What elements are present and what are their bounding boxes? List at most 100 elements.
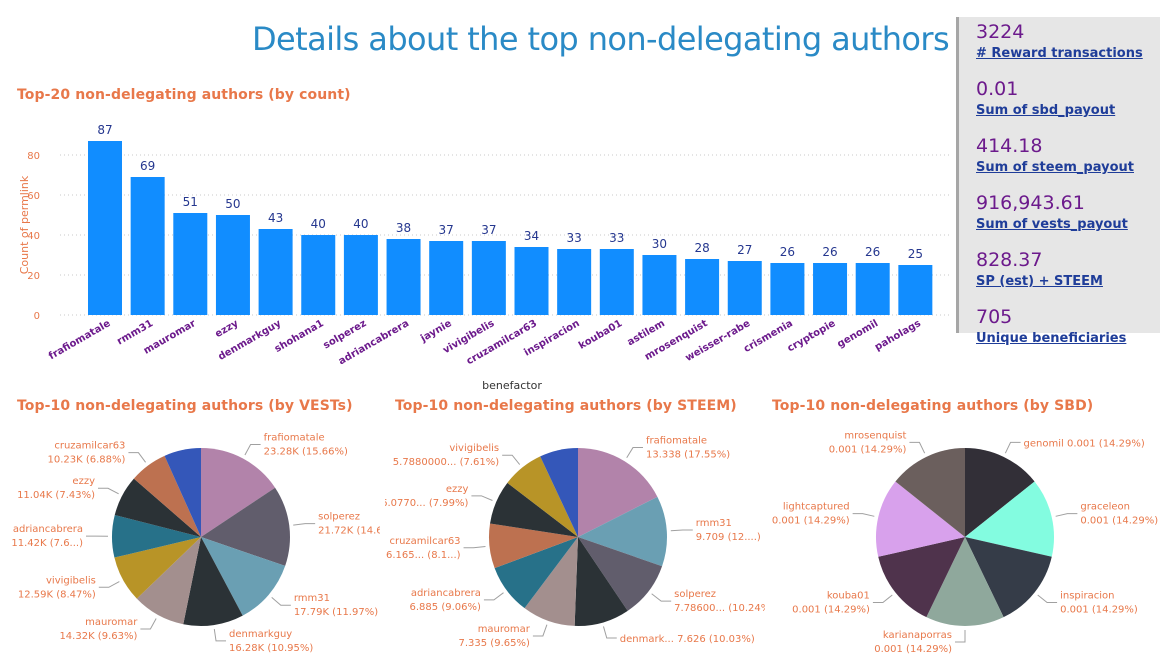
pie-data-label: genomil 0.001 (14.29%) [1024,438,1145,449]
leader-line [955,630,966,643]
pie-data-label-line: 0.001 (14.29%) [874,644,952,655]
bar [727,261,762,315]
bar-value-label: 43 [268,211,283,225]
bar-value-label: 30 [652,237,667,251]
pie-data-label: vivigibelis 12.59K (8.47%) [18,575,96,600]
x-category-label: shohana1 [273,318,326,355]
pie-data-label-line: inspiracion [1060,590,1114,601]
pie-slice [183,537,243,626]
leader-line [293,523,316,526]
pie-slice [524,537,578,626]
pie-data-label-line: 12.59K (8.47%) [18,589,96,600]
pie-slice [965,448,1035,537]
pie-slice [114,537,201,599]
bar [813,263,848,315]
pie-data-label-line: 0.001 (14.29%) [1060,604,1138,615]
pie-slice [201,537,286,616]
pie-data-label: solperez 7.78600... (10.24%) [674,589,765,614]
pie-data-label-line: graceleon [1080,502,1130,513]
pie-data-label-line: denmark... 7.626 (10.03%) [620,634,755,645]
pie-data-label-line: denmarkguy [229,629,292,640]
pie-data-label-line: solperez [318,512,360,523]
bar [386,239,421,315]
pie-slice [876,481,965,557]
pie-data-label-line: adriancabrera [13,524,83,535]
bar-value-label: 27 [737,243,752,257]
pie-data-label-line: 11.42K (7.6...) [11,538,83,549]
kpi-label-link[interactable]: Sum of vests_payout [976,217,1128,232]
bar-chart: 0 20 40 60 80 Count of permlink 87 frafiomatale… [18,123,950,392]
pie-slice [578,537,663,611]
kpi-label-link[interactable]: Sum of sbd_payout [976,103,1116,118]
bar-value-label: 69 [140,159,155,173]
pie-slice [895,448,965,537]
pie-data-label-line: 0.001 (14.29%) [792,604,870,615]
pie-data-label-line: ezzy [446,484,469,495]
pie-data-label: solperez 21.72K (14.6...) [318,512,380,537]
bar [642,255,677,315]
pie-data-label-line: ezzy [72,476,95,487]
kpi-label-link[interactable]: Unique beneficiaries [976,331,1127,346]
pie-data-label-line: frafiomatale [646,436,707,447]
leader-line [602,626,617,639]
pie-slice [878,537,965,618]
kpi-value: 828.37 [976,249,1043,271]
bar [173,213,208,315]
bar-chart-title: Top-20 non-delegating authors (by count) [17,87,351,103]
sbd-pie-title: Top-10 non-delegating authors (by SBD) [772,398,1094,414]
pie-data-label-line: 5.7880000... (7.61%) [393,457,499,468]
steem-pie-chart: frafiomatale 13.338 (17.55%) rmm31 9.709 (1… [385,436,765,649]
pie-data-label: inspiracion 0.001 (14.29%) [1060,590,1138,615]
pie-data-label: karianaporras 0.001 (14.29%) [874,630,952,655]
bar-value-label: 33 [567,231,582,245]
leader-line [626,447,644,459]
pie-data-label-line: mauromar [478,624,531,635]
bar [258,229,293,315]
y-tick-label: 80 [27,151,40,162]
pie-data-label-line: mrosenquist [844,430,906,441]
pie-data-label: cruzamilcar63 10.23K (6.88%) [47,441,125,466]
kpi-value: 3224 [976,21,1025,43]
kpi-value: 414.18 [976,135,1043,157]
pie-slice [133,455,201,537]
pie-data-label-line: vivigibelis [46,575,96,586]
kpi-label-link[interactable]: SP (est) + STEEM [976,274,1103,289]
x-axis-label: benefactor [482,379,542,392]
bar-value-label: 34 [524,229,539,243]
bar [855,263,890,315]
kpi-steem-payout: 414.18 Sum of steem_payout [976,134,1160,188]
pie-slice [164,448,201,537]
kpi-label-link[interactable]: Sum of steem_payout [976,160,1134,175]
pie-data-label-line: 9.709 (12....) [696,532,761,543]
bar [88,141,122,315]
pie-slice [490,482,578,537]
pie-slice [112,515,201,558]
x-category-label: adriancabrera [337,318,411,367]
pie-data-label: kouba01 0.001 (14.29%) [792,590,870,615]
leader-line [651,593,672,602]
bar [343,235,378,315]
bar-value-label: 33 [609,231,624,245]
pie-data-label-line: 0.001 (14.29%) [829,444,907,455]
leader-line [98,581,120,588]
leader-line [471,495,493,501]
y-axis-label: Count of permlink [18,175,31,274]
kpi-panel: 3224 # Reward transactions 0.01 Sum of s… [956,17,1160,346]
leader-line [852,513,875,517]
leader-line [271,597,291,606]
kpi-reward-transactions: 3224 # Reward transactions [976,20,1160,74]
pie-data-label-line: cruzamilcar63 [389,536,460,547]
kpi-label-link[interactable]: # Reward transactions [976,46,1143,61]
pie-data-label: denmarkguy 16.28K (10.95%) [229,629,313,654]
leader-line [1037,594,1058,603]
pie-data-label-line: 23.28K (15.66%) [264,446,348,457]
bar-value-label: 51 [183,195,198,209]
pie-data-label-line: adriancabrera [411,588,481,599]
leader-line [140,618,157,630]
bar-value-label: 26 [865,245,880,259]
pie-slice [965,481,1054,557]
x-category-label: ezzy [213,318,241,340]
pie-slice [507,456,578,537]
y-tick-label: 40 [27,231,40,242]
pie-data-label: ezzy 11.04K (7.43%) [17,476,95,501]
